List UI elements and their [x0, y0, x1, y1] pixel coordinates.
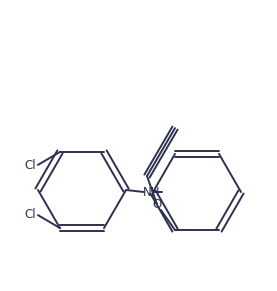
Text: O: O — [152, 198, 161, 211]
Text: NH: NH — [143, 185, 161, 198]
Text: Cl: Cl — [24, 207, 36, 221]
Text: Cl: Cl — [24, 159, 36, 172]
